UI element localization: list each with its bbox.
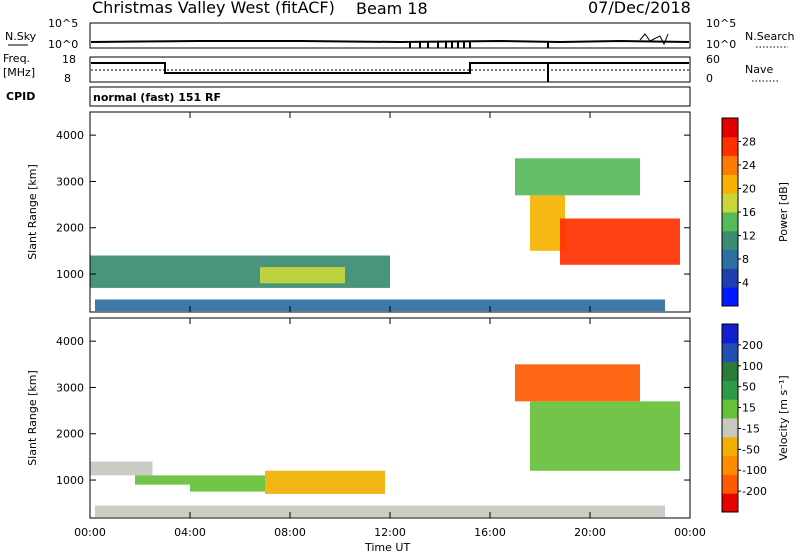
power-region [515, 158, 640, 196]
nsearch-trace [639, 33, 669, 46]
power-colorbar-segment [722, 212, 738, 232]
x-tick-label: 00:00 [674, 526, 706, 539]
nsky-label: N.Sky [5, 30, 37, 43]
velocity-region [135, 475, 190, 485]
date-label: 07/Dec/2018 [588, 0, 691, 17]
power-region [95, 299, 665, 312]
nave-label: Nave [745, 63, 773, 76]
power-ytick-label: 1000 [56, 268, 84, 281]
power-colorbar-segment [722, 174, 738, 194]
velocity-ytick-label: 1000 [56, 474, 84, 487]
velocity-ytick-label: 4000 [56, 335, 84, 348]
nsky-panel [89, 22, 691, 49]
velocity-region [265, 470, 385, 494]
velocity-region [530, 401, 680, 471]
power-colorbar-segment [722, 136, 738, 157]
velocity-colorbar-segment [722, 418, 738, 438]
freq-panel [89, 56, 691, 83]
station-title: Christmas Valley West (fitACF) [92, 0, 335, 17]
x-tick-label: 16:00 [474, 526, 506, 539]
velocity-colorbar-tick-label: -50 [742, 443, 760, 456]
freq-trace [91, 62, 689, 74]
power-colorbar-tick-label: 20 [742, 183, 756, 196]
nsky-trace [90, 39, 690, 44]
velocity-colorbar-tick-label: 200 [742, 339, 763, 352]
power-colorbar-segment [722, 155, 738, 175]
cpid-panel [89, 86, 691, 107]
nsky-gaps [409, 42, 549, 48]
power-colorbar-tick-label: 12 [742, 230, 756, 243]
velocity-colorbar-segment [722, 380, 738, 400]
velocity-colorbar-segment [722, 342, 738, 363]
x-tick-label: 12:00 [374, 526, 406, 539]
freq-label-line2: [MHz] [3, 66, 35, 79]
power-ylabel: Slant Range [km] [26, 164, 39, 260]
velocity-colorbar-frame [721, 323, 739, 513]
freq-label-line1: Freq. [3, 52, 30, 65]
nave-tick-bottom: 0 [706, 72, 713, 85]
beam-label: Beam 18 [356, 0, 428, 18]
power-region [560, 218, 680, 265]
x-tick-label: 04:00 [174, 526, 206, 539]
power-ytick-label: 2000 [56, 222, 84, 235]
velocity-region [95, 505, 665, 518]
velocity-colorbar-segment [722, 361, 738, 381]
power-colorbar-tick-label: 24 [742, 159, 756, 172]
velocity-colorbar-segment [722, 324, 738, 344]
velocity-colorbar-tick-label: 100 [742, 360, 763, 373]
power-colorbar-segment [722, 249, 738, 269]
velocity-colorbar-segment [722, 493, 738, 513]
nsearch-tick-bottom: 10^0 [706, 38, 736, 51]
nsky-tick-bottom: 10^0 [48, 38, 78, 51]
velocity-region [90, 461, 153, 476]
velocity-ytick-label: 3000 [56, 381, 84, 394]
velocity-colorbar-label: Velocity [m s⁻¹] [777, 375, 790, 460]
velocity-colorbar-segment [722, 436, 738, 457]
power-colorbar-label: Power [dB] [777, 182, 790, 242]
x-axis-label: Time UT [364, 541, 410, 554]
power-region [260, 267, 345, 284]
power-colorbar-segment [722, 193, 738, 213]
power-ytick-label: 4000 [56, 129, 84, 142]
freq-tick-bottom: 8 [64, 72, 71, 85]
cpid-value: normal (fast) 151 RF [93, 91, 221, 104]
velocity-colorbar-segment [722, 399, 738, 419]
power-colorbar-tick-label: 4 [742, 277, 749, 290]
velocity-colorbar-tick-label: 15 [742, 402, 756, 415]
freq-tick-top: 18 [62, 53, 76, 66]
power-panel: 1000 2000 3000 4000 Slant Range [km] 4 8 12 16 20… [26, 111, 790, 313]
velocity-panel: 1000 2000 3000 4000 Slant Range [km] 200 100 50… [26, 317, 790, 519]
power-colorbar-segment [722, 230, 738, 251]
velocity-region [190, 475, 265, 492]
power-colorbar-segment [722, 268, 738, 288]
x-tick-label: 00:00 [74, 526, 106, 539]
velocity-ylabel: Slant Range [km] [26, 370, 39, 466]
power-colorbar-tick-label: 28 [742, 136, 756, 149]
power-region [530, 195, 565, 251]
velocity-colorbar-tick-label: -200 [742, 485, 767, 498]
velocity-ytick-label: 2000 [56, 428, 84, 441]
power-colorbar-tick-label: 8 [742, 253, 749, 266]
power-colorbar-tick-label: 16 [742, 206, 756, 219]
power-colorbar-segment [722, 287, 738, 307]
velocity-colorbar-tick-label: -100 [742, 464, 767, 477]
power-ytick-label: 3000 [56, 175, 84, 188]
time-axis: 00:00 04:00 08:00 12:00 16:00 20:00 00:00 [74, 526, 706, 539]
velocity-colorbar-tick-label: -15 [742, 422, 760, 435]
power-colorbar-segment [722, 118, 738, 138]
velocity-region [515, 364, 640, 402]
velocity-colorbar-segment [722, 455, 738, 475]
x-tick-label: 20:00 [574, 526, 606, 539]
velocity-colorbar-tick-label: 50 [742, 381, 756, 394]
nsearch-tick-top: 10^5 [706, 17, 736, 30]
nsearch-label: N.Search [745, 30, 795, 43]
nave-tick-top: 60 [706, 53, 720, 66]
velocity-colorbar-segment [722, 474, 738, 494]
x-tick-label: 08:00 [274, 526, 306, 539]
cpid-label: CPID [6, 90, 35, 103]
nsky-tick-top: 10^5 [48, 17, 78, 30]
